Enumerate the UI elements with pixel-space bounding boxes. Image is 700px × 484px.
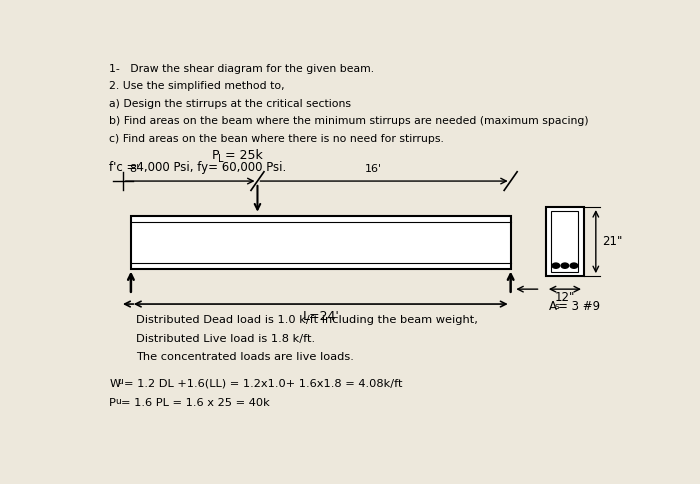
Text: a) Design the stirrups at the critical sections: a) Design the stirrups at the critical s… [109, 99, 351, 109]
Text: = 1.2 DL +1.6(LL) = 1.2x1.0+ 1.6x1.8 = 4.08k/ft: = 1.2 DL +1.6(LL) = 1.2x1.0+ 1.6x1.8 = 4… [124, 378, 402, 389]
Text: Distributed Dead load is 1.0 k/ft including the beam weight,: Distributed Dead load is 1.0 k/ft includ… [136, 315, 478, 325]
Text: s: s [554, 302, 559, 311]
Text: = 3 #9: = 3 #9 [559, 300, 601, 313]
Text: Distributed Live load is 1.8 k/ft.: Distributed Live load is 1.8 k/ft. [136, 334, 316, 344]
Circle shape [552, 263, 560, 268]
Text: b) Find areas on the beam where the minimum stirrups are needed (maximum spacing: b) Find areas on the beam where the mini… [109, 116, 589, 126]
Text: 8': 8' [130, 165, 139, 174]
Text: u: u [118, 378, 123, 386]
Text: $\mathregular{P}$: $\mathregular{P}$ [211, 150, 220, 163]
Text: 1-   Draw the shear diagram for the given beam.: 1- Draw the shear diagram for the given … [109, 64, 374, 74]
Text: W: W [109, 378, 120, 389]
Text: The concentrated loads are live loads.: The concentrated loads are live loads. [136, 352, 354, 363]
Bar [546, 207, 584, 276]
Text: = 1.6 PL = 1.6 x 25 = 40k: = 1.6 PL = 1.6 x 25 = 40k [121, 398, 270, 408]
Text: = 25k: = 25k [225, 150, 262, 163]
Text: 2. Use the simplified method to,: 2. Use the simplified method to, [109, 81, 285, 91]
Text: 12": 12" [554, 291, 575, 304]
Text: A: A [549, 300, 557, 313]
Text: u: u [116, 397, 122, 406]
Text: c) Find areas on the bean where there is no need for stirrups.: c) Find areas on the bean where there is… [109, 134, 444, 144]
Bar [552, 211, 578, 272]
Text: L: L [218, 154, 223, 164]
Circle shape [561, 263, 568, 268]
Text: P: P [109, 398, 116, 408]
Text: f'c =4,000 Psi, fy= 60,000 Psi.: f'c =4,000 Psi, fy= 60,000 Psi. [109, 161, 286, 174]
Text: L=24': L=24' [302, 310, 340, 323]
Bar [131, 216, 511, 269]
Text: 16': 16' [365, 165, 382, 174]
Circle shape [570, 263, 578, 268]
Text: 21": 21" [602, 235, 622, 248]
